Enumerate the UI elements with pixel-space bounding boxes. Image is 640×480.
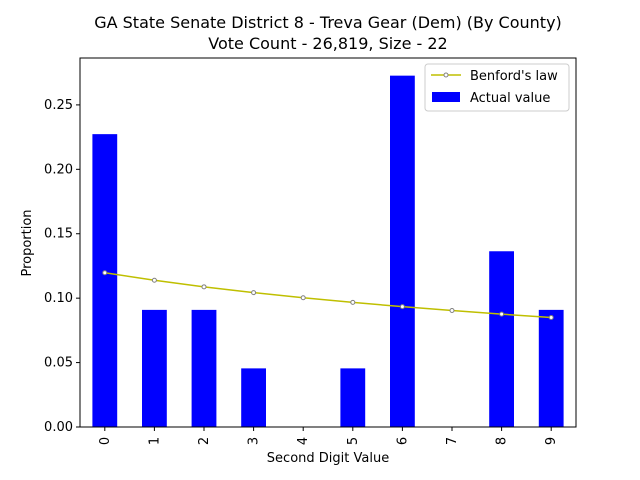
benford-point-0	[102, 270, 108, 276]
benford-point-2	[201, 284, 207, 290]
y-tick-label: 0.25	[44, 98, 73, 113]
x-tick-label: 4	[296, 437, 311, 445]
benford-point-5	[350, 299, 356, 305]
benford-point-9	[548, 314, 554, 320]
bar-group	[92, 75, 564, 427]
x-tick-label: 9	[544, 437, 559, 445]
benford-point-3	[251, 290, 257, 296]
y-tick-label: 0.20	[44, 162, 73, 177]
chart-title: GA State Senate District 8 - Treva Gear …	[94, 13, 562, 32]
benford-point-7	[449, 308, 455, 314]
y-tick-label: 0.00	[44, 420, 73, 435]
y-tick-label: 0.05	[44, 356, 73, 371]
legend-actual-label: Actual value	[470, 91, 550, 106]
legend-benford-marker	[443, 72, 449, 78]
bar-2	[191, 309, 217, 427]
bar-3	[241, 368, 266, 427]
x-tick-label: 6	[395, 437, 410, 445]
x-tick-label: 8	[495, 437, 510, 445]
legend-actual-swatch	[432, 92, 460, 102]
bar-5	[340, 368, 366, 427]
bar-0	[92, 134, 118, 427]
x-axis: 0 1 2 3 4 5 6 7 8 9	[98, 427, 559, 445]
bar-6	[390, 75, 415, 427]
benford-line	[104, 272, 552, 319]
chart-subtitle: Vote Count - 26,819, Size - 22	[208, 34, 447, 53]
benford-point-4	[300, 295, 306, 301]
bar-8	[489, 251, 514, 427]
x-axis-label: Second Digit Value	[267, 451, 389, 466]
plot-frame	[79, 57, 577, 428]
y-axis: 0.00 0.05 0.10 0.15 0.20 0.25	[44, 98, 80, 435]
x-tick-label: 2	[197, 437, 212, 445]
benford-point-1	[151, 277, 157, 283]
benford-line-group	[102, 270, 554, 320]
benford-point-6	[399, 304, 405, 310]
y-axis-label: Proportion	[20, 209, 35, 276]
x-tick-label: 3	[247, 437, 262, 445]
x-tick-label: 0	[98, 437, 113, 445]
x-tick-label: 7	[445, 437, 460, 445]
x-tick-label: 1	[147, 437, 162, 445]
legend-benford-label: Benford's law	[470, 69, 558, 84]
benford-point-8	[499, 311, 505, 317]
bar-1	[142, 309, 167, 427]
legend: Benford's law Actual value	[424, 63, 570, 112]
y-tick-label: 0.10	[44, 291, 73, 306]
y-tick-label: 0.15	[44, 227, 73, 242]
x-tick-label: 5	[346, 437, 361, 445]
bar-9	[538, 309, 564, 427]
